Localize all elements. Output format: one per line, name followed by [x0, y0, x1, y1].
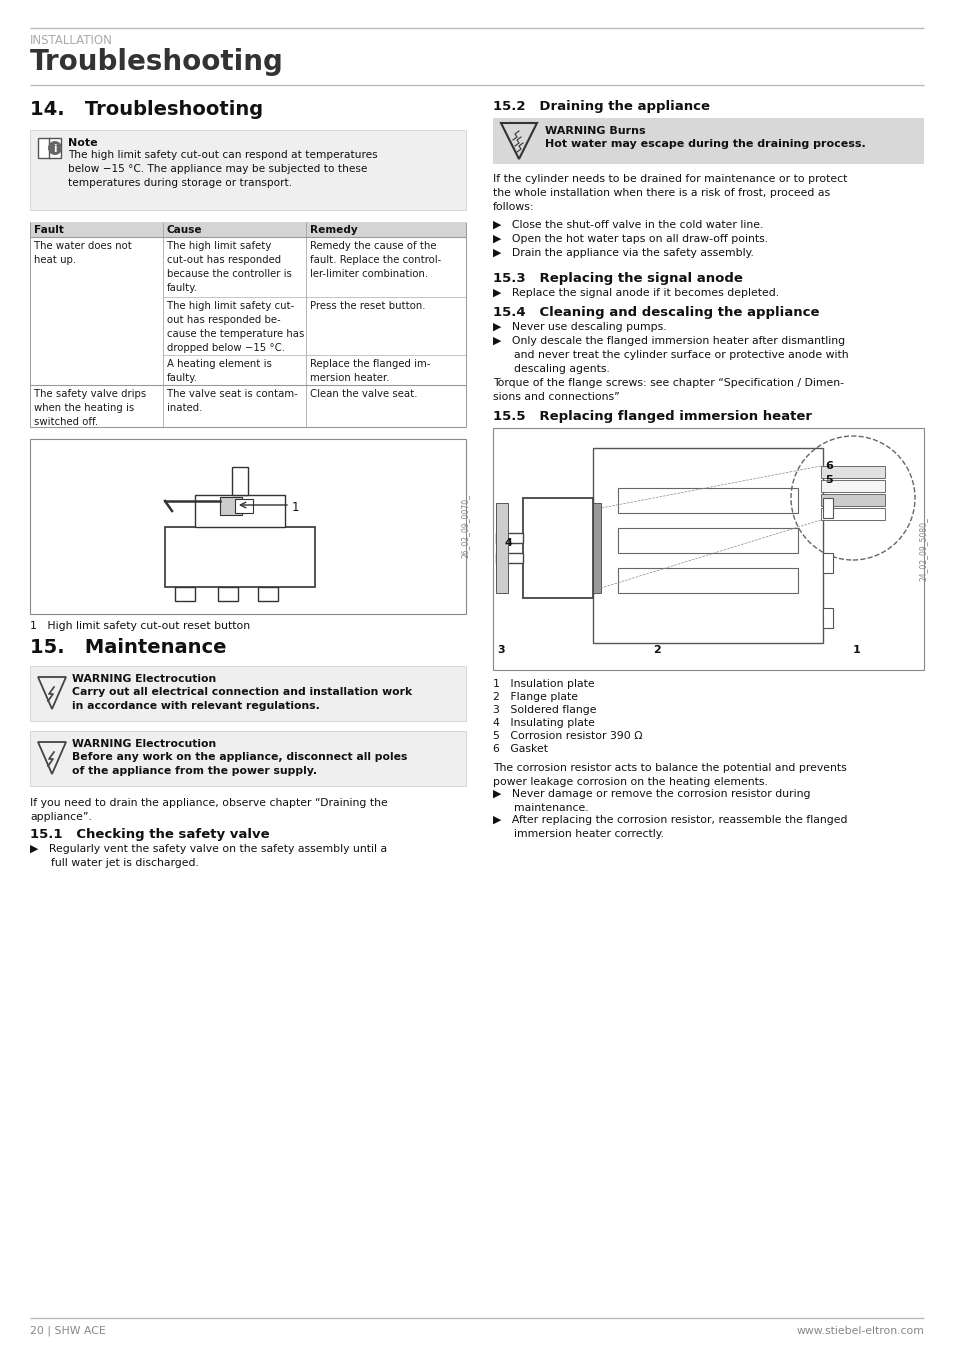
Text: Cause: Cause [167, 225, 202, 235]
Bar [30, 439, 465, 614]
Text: INSTALLATION: INSTALLATION [30, 34, 112, 47]
Text: ▶   Open the hot water taps on all draw-off points.: ▶ Open the hot water taps on all draw-of… [493, 234, 767, 244]
Bar [821, 508, 884, 520]
Bar [618, 568, 797, 593]
Text: If the cylinder needs to be drained for maintenance or to protect
the whole inst: If the cylinder needs to be drained for … [493, 174, 846, 212]
Text: Press the reset button.: Press the reset button. [310, 301, 425, 310]
Bar [218, 587, 237, 601]
Bar [220, 497, 242, 514]
Text: 1   Insulation plate: 1 Insulation plate [493, 679, 594, 688]
Text: WARNING Burns: WARNING Burns [544, 126, 645, 136]
Bar [194, 495, 285, 526]
Text: Torque of the flange screws: see chapter “Specification / Dimen-
sions and conne: Torque of the flange screws: see chapter… [493, 378, 843, 402]
Text: The valve seat is contam-
inated.: The valve seat is contam- inated. [167, 389, 297, 413]
Bar [496, 504, 507, 593]
Text: A heating element is
faulty.: A heating element is faulty. [167, 359, 272, 383]
Text: The high limit safety
cut-out has responded
because the controller is
faulty.: The high limit safety cut-out has respon… [167, 242, 292, 293]
Text: Carry out all electrical connection and installation work
in accordance with rel: Carry out all electrical connection and … [71, 687, 412, 711]
Text: 14.   Troubleshooting: 14. Troubleshooting [30, 100, 263, 119]
Text: The corrosion resistor acts to balance the potential and prevents
power leakage : The corrosion resistor acts to balance t… [493, 763, 846, 787]
Text: 1: 1 [292, 501, 299, 514]
Bar [30, 666, 465, 721]
Bar [30, 130, 465, 211]
Text: 15.   Maintenance: 15. Maintenance [30, 639, 226, 657]
Text: 15.5   Replacing flanged immersion heater: 15.5 Replacing flanged immersion heater [493, 410, 811, 423]
Text: Before any work on the appliance, disconnect all poles
of the appliance from the: Before any work on the appliance, discon… [71, 752, 407, 776]
Text: ▶   Drain the appliance via the safety assembly.: ▶ Drain the appliance via the safety ass… [493, 248, 753, 258]
Bar [618, 528, 797, 554]
Bar [38, 138, 50, 158]
Text: www.stiebel-eltron.com: www.stiebel-eltron.com [796, 1326, 923, 1336]
Bar [232, 467, 248, 495]
Text: ▶   Close the shut-off valve in the cold water line.: ▶ Close the shut-off valve in the cold w… [493, 220, 762, 230]
Bar [30, 730, 465, 786]
Text: 15.4   Cleaning and descaling the appliance: 15.4 Cleaning and descaling the applianc… [493, 306, 819, 319]
Text: Note: Note [68, 138, 97, 148]
Bar [618, 487, 797, 513]
Bar [821, 494, 884, 506]
Text: 2: 2 [652, 645, 660, 655]
Bar [257, 587, 277, 601]
Text: 5   Corrosion resistor 390 Ω: 5 Corrosion resistor 390 Ω [493, 730, 641, 741]
Text: The high limit safety cut-
out has responded be-
cause the temperature has
dropp: The high limit safety cut- out has respo… [167, 301, 304, 352]
Text: ▶   Regularly vent the safety valve on the safety assembly until a
      full wa: ▶ Regularly vent the safety valve on the… [30, 844, 387, 868]
Text: 15.2   Draining the appliance: 15.2 Draining the appliance [493, 100, 709, 113]
Text: 2   Flange plate: 2 Flange plate [493, 693, 578, 702]
Text: Remedy: Remedy [310, 225, 357, 235]
Text: The water does not
heat up.: The water does not heat up. [34, 242, 132, 265]
Text: If you need to drain the appliance, observe chapter “Draining the
appliance”.: If you need to drain the appliance, obse… [30, 798, 387, 822]
Bar [593, 448, 822, 643]
Bar [165, 526, 314, 587]
Text: 5: 5 [824, 475, 832, 485]
Text: Replace the flanged im-
mersion heater.: Replace the flanged im- mersion heater. [310, 359, 430, 383]
Text: 24_02_09_5080_: 24_02_09_5080_ [918, 517, 927, 580]
Bar [822, 608, 832, 628]
Text: i: i [53, 144, 56, 154]
Bar [496, 554, 522, 563]
Text: ▶   Only descale the flanged immersion heater after dismantling
      and never : ▶ Only descale the flanged immersion hea… [493, 336, 848, 374]
Circle shape [48, 140, 62, 155]
Text: 20 | SHW ACE: 20 | SHW ACE [30, 1326, 106, 1336]
Text: 4: 4 [504, 539, 513, 548]
Bar [493, 117, 923, 163]
Bar [593, 504, 600, 593]
Bar [493, 428, 923, 670]
Text: Fault: Fault [34, 225, 64, 235]
Text: 15.1   Checking the safety valve: 15.1 Checking the safety valve [30, 828, 270, 841]
Bar [821, 481, 884, 491]
Text: 26_02_09_0070_: 26_02_09_0070_ [460, 494, 470, 558]
Text: 15.3   Replacing the signal anode: 15.3 Replacing the signal anode [493, 271, 742, 285]
Text: ▶   After replacing the corrosion resistor, reassemble the flanged
      immersi: ▶ After replacing the corrosion resistor… [493, 815, 846, 838]
Bar [234, 500, 253, 513]
Text: The safety valve drips
when the heating is
switched off.: The safety valve drips when the heating … [34, 389, 146, 427]
Bar [821, 466, 884, 478]
Text: ▶   Never use descaling pumps.: ▶ Never use descaling pumps. [493, 323, 666, 332]
Bar [822, 498, 832, 518]
Text: Clean the valve seat.: Clean the valve seat. [310, 389, 417, 400]
Bar [496, 533, 522, 543]
Text: Troubleshooting: Troubleshooting [30, 49, 284, 76]
Bar [30, 221, 465, 238]
Text: ▶   Never damage or remove the corrosion resistor during
      maintenance.: ▶ Never damage or remove the corrosion r… [493, 788, 810, 813]
Text: 3   Soldered flange: 3 Soldered flange [493, 705, 596, 716]
Text: Remedy the cause of the
fault. Replace the control-
ler-limiter combination.: Remedy the cause of the fault. Replace t… [310, 242, 441, 279]
Bar [822, 554, 832, 572]
Bar [174, 587, 194, 601]
Bar [49, 138, 61, 158]
Text: ▶   Replace the signal anode if it becomes depleted.: ▶ Replace the signal anode if it becomes… [493, 288, 779, 298]
Text: WARNING Electrocution: WARNING Electrocution [71, 674, 216, 684]
Text: 1   High limit safety cut-out reset button: 1 High limit safety cut-out reset button [30, 621, 250, 630]
Text: 3: 3 [497, 645, 504, 655]
Text: Hot water may escape during the draining process.: Hot water may escape during the draining… [544, 139, 864, 148]
Text: WARNING Electrocution: WARNING Electrocution [71, 738, 216, 749]
Text: 6   Gasket: 6 Gasket [493, 744, 547, 755]
Text: 4   Insulating plate: 4 Insulating plate [493, 718, 595, 728]
Text: The high limit safety cut-out can respond at temperatures
below −15 °C. The appl: The high limit safety cut-out can respon… [68, 150, 377, 188]
Bar [522, 498, 593, 598]
Text: 6: 6 [824, 460, 832, 471]
Text: 1: 1 [852, 645, 860, 655]
